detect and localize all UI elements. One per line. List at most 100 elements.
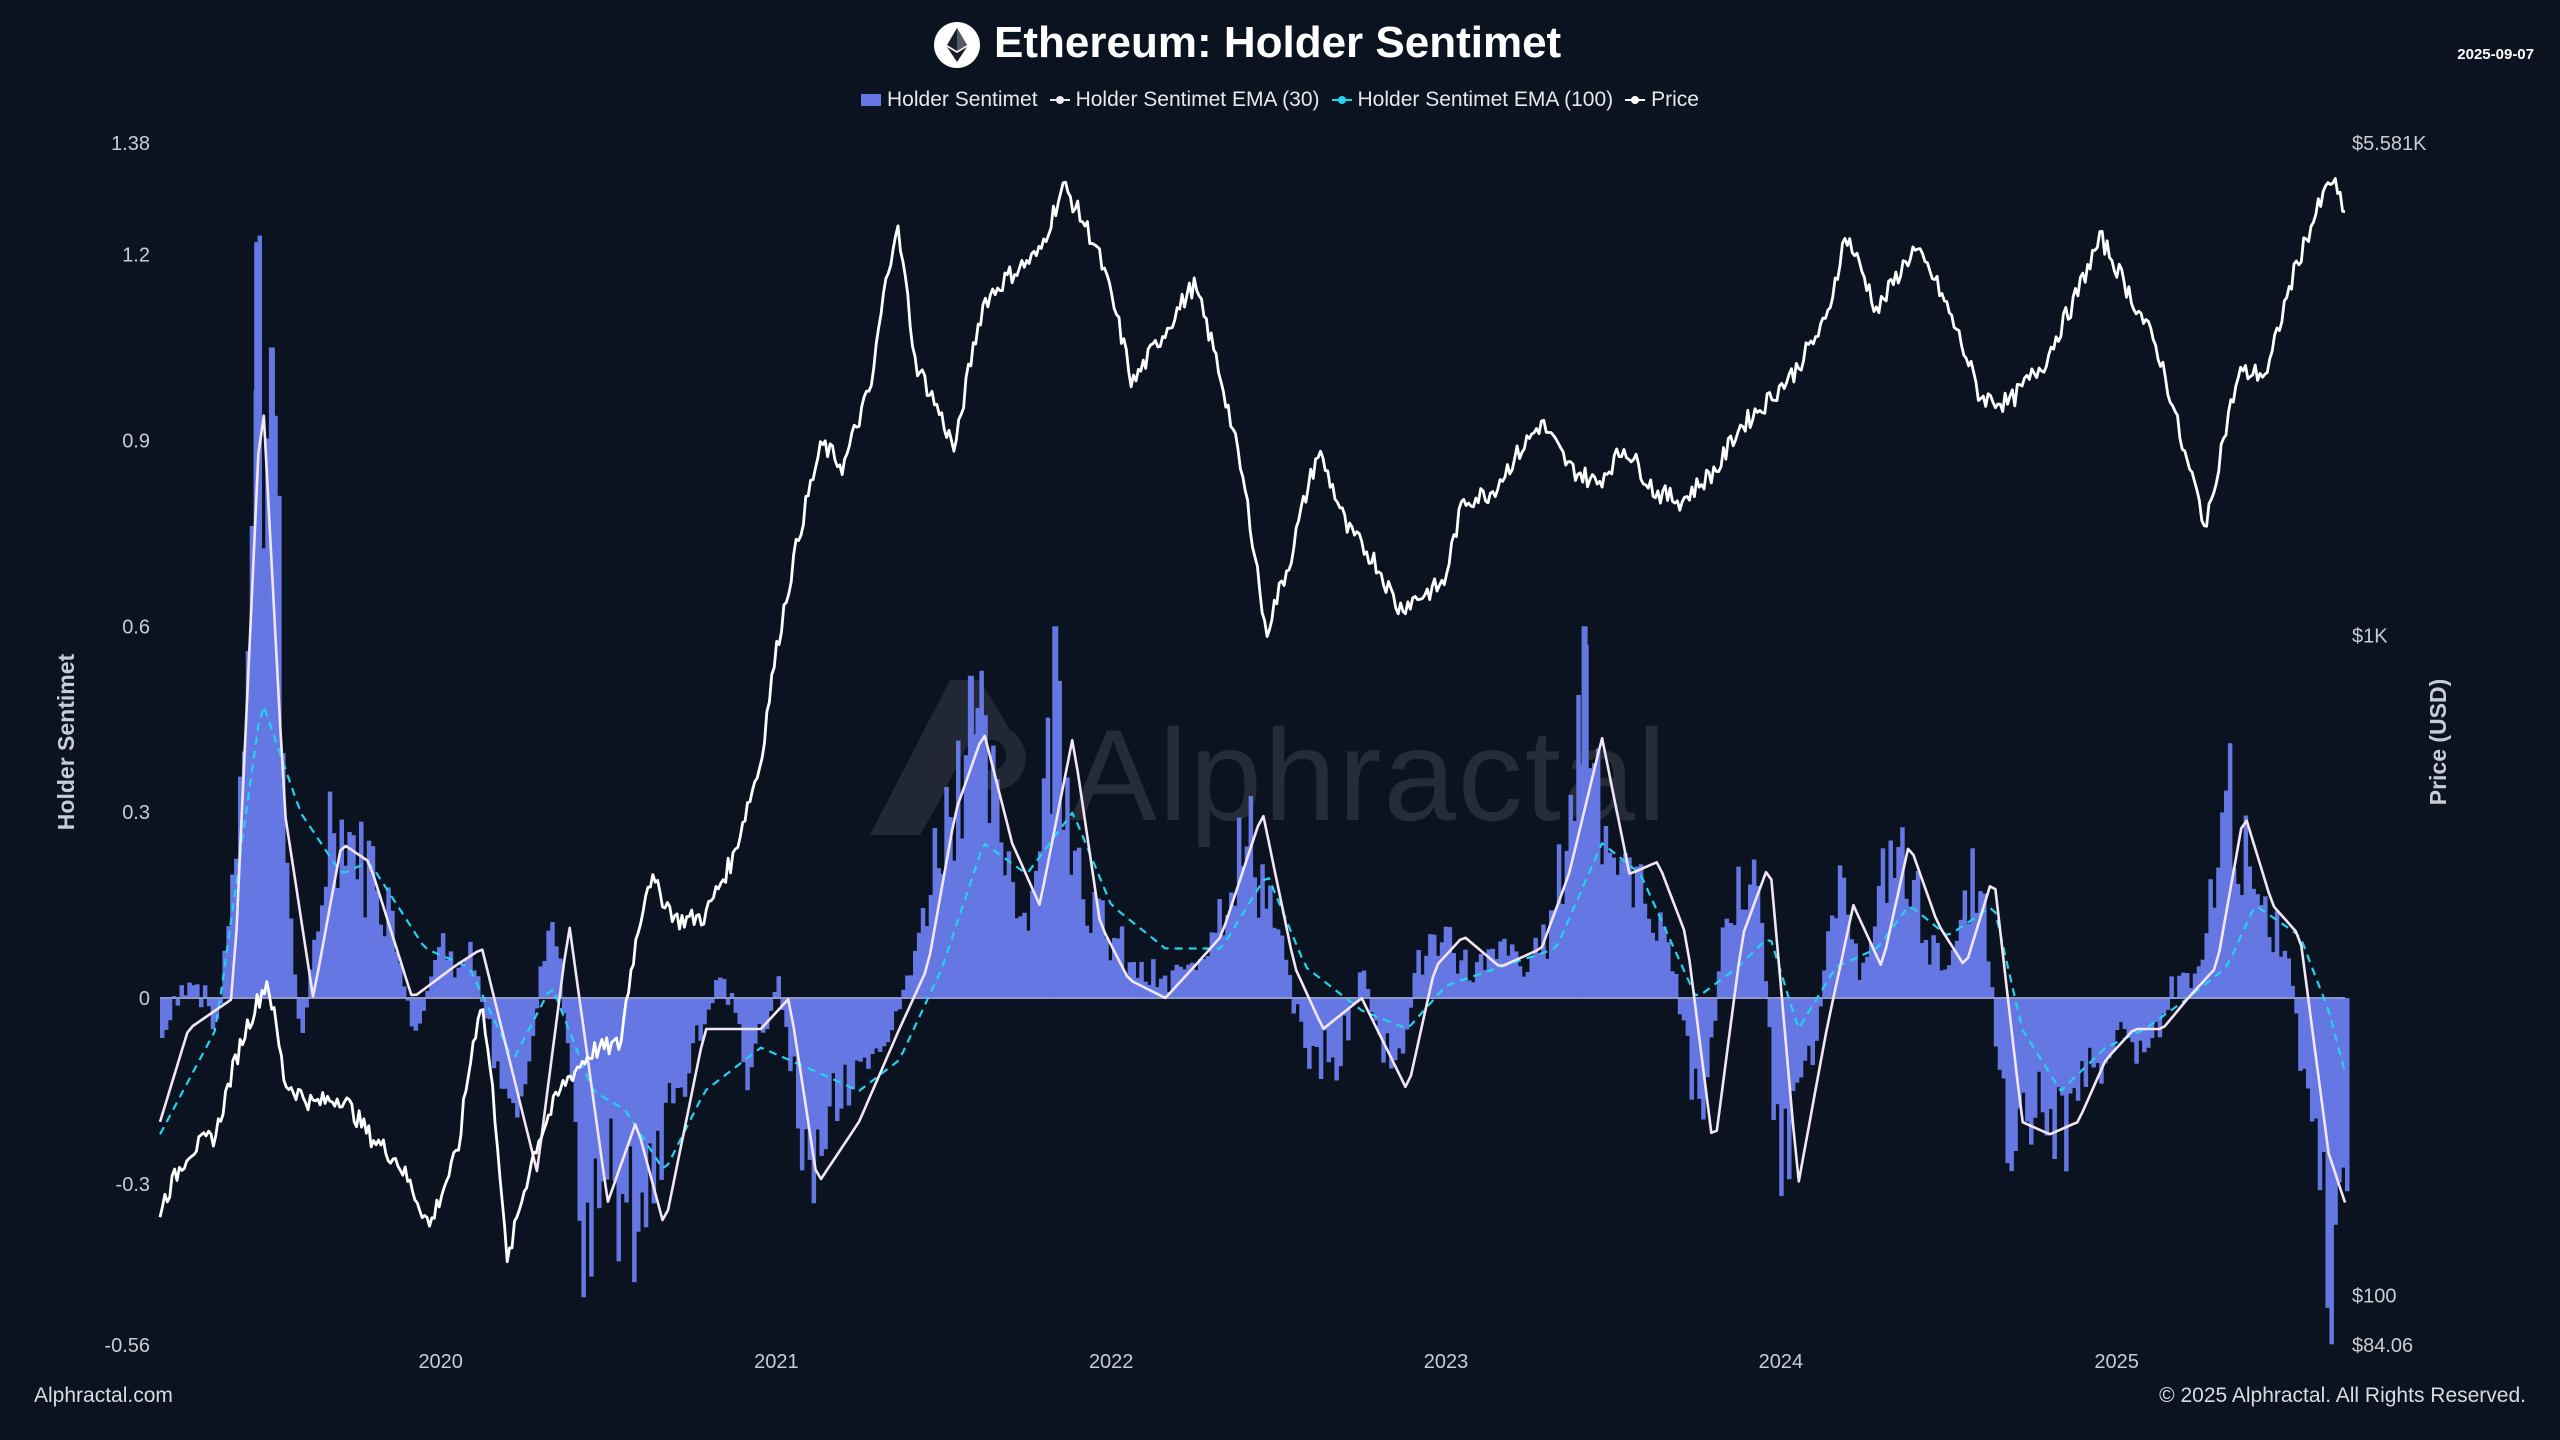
sentiment-bar	[288, 918, 294, 998]
sentiment-bar	[2243, 815, 2249, 999]
sentiment-bar	[944, 787, 949, 999]
sentiment-bar	[1194, 970, 1199, 998]
sentiment-bar	[1541, 924, 1546, 999]
sentiment-bar	[413, 998, 419, 1031]
legend-item[interactable]: Holder Sentimet EMA (30)	[1049, 88, 1320, 112]
right-axis: $5.581K $1K $100 $84.06	[2352, 133, 2427, 1357]
sentiment-bar	[1869, 942, 1874, 998]
sentiment-bar	[300, 998, 305, 1033]
sentiment-bar	[1845, 914, 1851, 998]
sentiment-bar	[1954, 940, 1960, 998]
legend-item[interactable]: Holder Sentimet EMA (100)	[1331, 88, 1613, 112]
sentiment-bar	[600, 998, 606, 1182]
sentiment-bar	[2110, 998, 2116, 1052]
sentiment-bar	[530, 998, 536, 1037]
sentiment-bar	[1002, 875, 1008, 998]
sentiment-bar	[1732, 925, 1737, 998]
sentiment-bar	[1545, 958, 1550, 998]
sentiment-bar	[1311, 998, 1316, 1046]
sentiment-bar	[1022, 912, 1027, 998]
sentiment-bar	[1923, 940, 1929, 998]
sentiment-bar	[331, 833, 337, 999]
sentiment-bar	[425, 990, 430, 999]
sentiment-bar	[1853, 943, 1858, 998]
sentiment-bar	[1474, 962, 1480, 998]
sentiment-bar	[1654, 940, 1659, 998]
sentiment-bar	[850, 998, 856, 1090]
sentiment-bar	[1424, 955, 1429, 998]
sentiment-bar	[1837, 865, 1843, 998]
sentiment-bar	[733, 998, 739, 1013]
sentiment-bar	[1872, 926, 1878, 998]
sentiment-bar	[1158, 978, 1164, 999]
sentiment-bar	[1642, 903, 1648, 998]
sentiment-bar	[1318, 998, 1324, 1079]
sentiment-bar	[1240, 866, 1246, 998]
sentiment-bar	[1790, 998, 1796, 1091]
sentiment-bar	[1572, 821, 1577, 998]
sentiment-bar	[1338, 998, 1343, 1067]
sentiment-bar	[1346, 998, 1351, 1041]
right-tick-label: $5.581K	[2352, 133, 2427, 155]
sentiment-bar	[1034, 870, 1039, 998]
sentiment-bar	[1326, 998, 1332, 1063]
sentiment-bar	[1884, 902, 1890, 999]
sentiment-bar	[1798, 998, 1804, 1078]
sentiment-bar	[2149, 998, 2155, 1038]
sentiment-bar	[2142, 998, 2147, 1053]
sentiment-bar	[2337, 998, 2342, 1183]
sentiment-bar	[1826, 931, 1831, 999]
sentiment-bar	[2200, 959, 2206, 999]
sentiment-bar	[803, 998, 809, 1130]
sentiment-bar	[335, 888, 341, 998]
sentiment-bar	[1260, 864, 1265, 999]
sentiment-bar	[1373, 998, 1378, 1021]
sentiment-bar	[1662, 926, 1667, 999]
sentiment-bar	[1857, 979, 1862, 998]
sentiment-bar	[979, 670, 984, 998]
sentiment-bar	[382, 936, 387, 998]
sentiment-bar	[1748, 884, 1753, 999]
sentiment-bar	[1416, 950, 1421, 998]
sentiment-bar	[519, 998, 524, 1097]
sentiment-bar	[2138, 998, 2143, 1041]
sentiment-bar	[401, 986, 407, 999]
sentiment-bar	[2005, 998, 2010, 1163]
sentiment-bar	[667, 998, 672, 1083]
sentiment-bar	[230, 874, 235, 998]
sentiment-bar	[2247, 866, 2252, 998]
sentiment-bar	[2091, 998, 2096, 1068]
sentiment-bar	[281, 753, 286, 998]
sentiment-bar	[1076, 847, 1082, 998]
ema30-line	[158, 414, 2347, 1222]
sentiment-bar	[226, 926, 231, 998]
sentiment-bar	[1131, 962, 1136, 998]
sentiment-bar	[1802, 998, 1808, 1061]
sentiment-bar	[1108, 960, 1113, 998]
x-tick-label: 2025	[2094, 1351, 2139, 1373]
sentiment-bar	[1525, 972, 1531, 999]
sentiment-bar	[874, 998, 879, 1049]
sentiment-bar	[846, 998, 852, 1106]
sentiment-bar	[1978, 891, 1983, 998]
sentiment-bar	[206, 998, 212, 1007]
sentiment-bar	[542, 961, 547, 999]
sentiment-bar	[956, 740, 961, 998]
sentiment-bar	[1919, 943, 1925, 998]
sentiment-bar	[2052, 998, 2057, 1159]
sentiment-bar	[277, 495, 282, 999]
sentiment-bar	[1931, 935, 1936, 998]
footer-site[interactable]: Alphractal.com	[34, 1384, 173, 1407]
sentiment-bar	[776, 976, 781, 999]
legend-item[interactable]: Price	[1625, 88, 1699, 112]
sentiment-bar	[284, 862, 290, 999]
sentiment-bar	[1112, 937, 1117, 998]
y-axis-left-title: Holder Sentimet	[53, 653, 79, 830]
sentiment-bar	[1494, 958, 1499, 998]
sentiment-bar	[593, 998, 598, 1159]
sentiment-bar	[160, 998, 165, 1038]
sentiment-bar	[366, 840, 372, 998]
sentiment-bar	[2192, 973, 2198, 998]
sentiment-bar	[2126, 998, 2131, 1035]
legend-item[interactable]: Holder Sentimet	[861, 88, 1038, 112]
